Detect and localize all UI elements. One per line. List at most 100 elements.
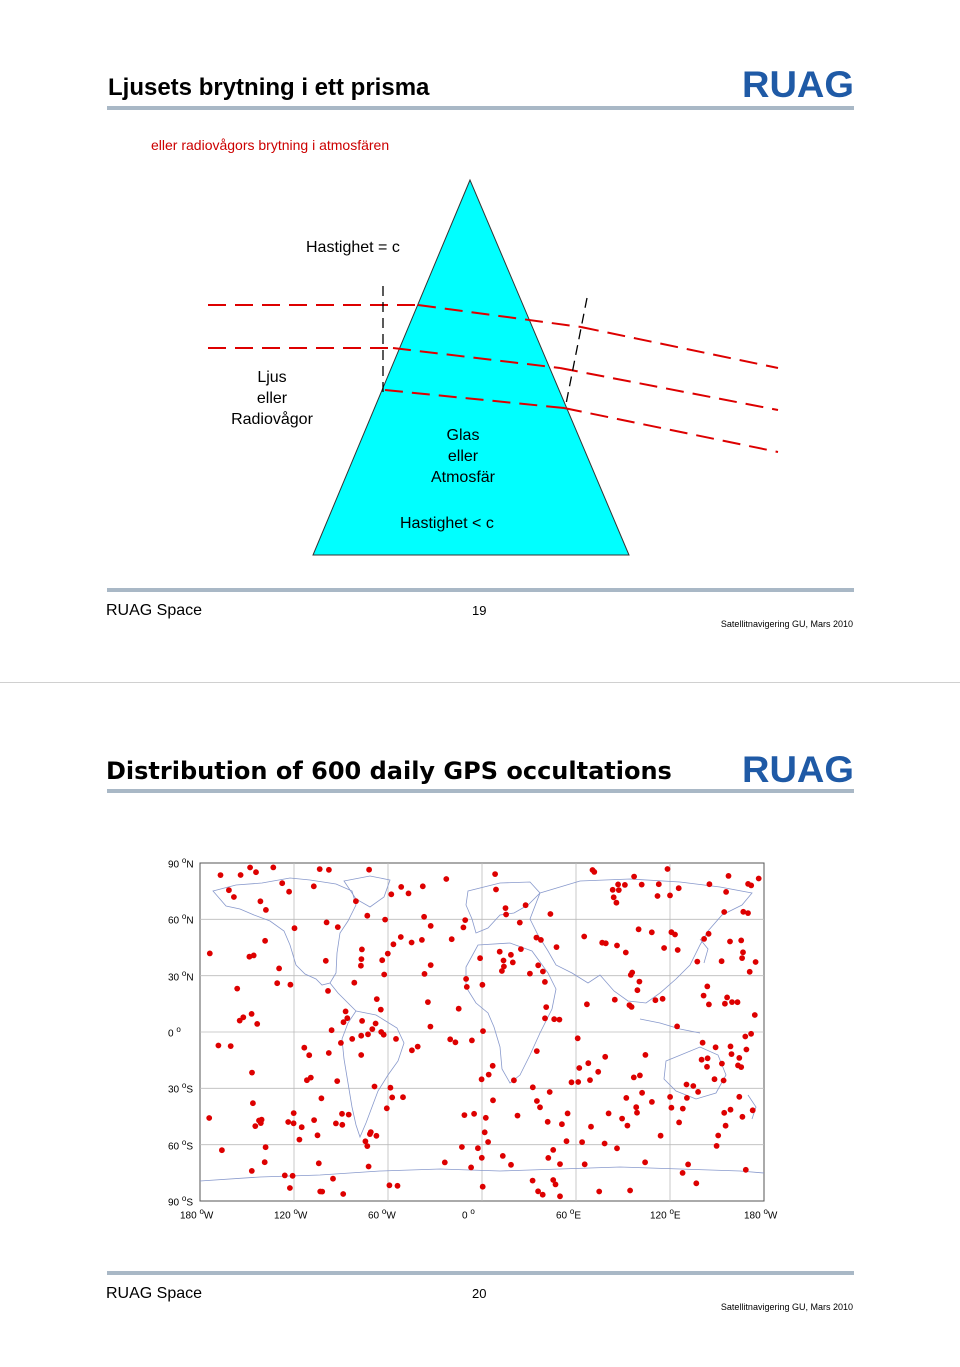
coast-central-america <box>329 982 357 1012</box>
occultation-point <box>544 1118 551 1125</box>
occultation-point <box>342 1008 349 1015</box>
occultation-point <box>721 1109 728 1116</box>
x-tick-label: 60 oW <box>368 1207 396 1221</box>
occultation-point <box>718 958 725 965</box>
occultation-point <box>557 1193 563 1200</box>
occultation-point <box>679 1105 686 1112</box>
occultation-point <box>743 1046 750 1053</box>
occultation-point <box>602 940 609 947</box>
degree-symbol: o <box>293 1207 298 1216</box>
occultation-point <box>543 1004 550 1010</box>
occultation-point <box>421 971 428 977</box>
occultation-point <box>674 947 681 953</box>
occultation-point <box>626 1002 633 1008</box>
x-tick-value: 0 <box>462 1210 471 1222</box>
x-tick-direction: E <box>574 1210 582 1222</box>
occultation-point <box>508 951 514 958</box>
occultation-point <box>323 919 330 926</box>
occultation-point <box>362 1138 369 1145</box>
title-underline <box>107 789 854 793</box>
occultation-point <box>711 1076 718 1083</box>
occultation-point <box>719 1060 725 1067</box>
occultation-point <box>306 1052 313 1059</box>
occultation-point <box>704 1063 710 1070</box>
occultation-point <box>469 1037 475 1044</box>
occultation-point <box>338 1040 344 1046</box>
occultation-point <box>638 881 645 888</box>
occultation-point <box>455 1005 462 1012</box>
light-label: Ljus eller Radiovågor <box>222 367 322 430</box>
occultation-point <box>636 978 643 985</box>
occultation-point <box>542 1015 548 1022</box>
occultation-point <box>252 1123 259 1129</box>
occultation-point <box>281 1172 288 1179</box>
occultation-point <box>372 1020 379 1027</box>
title-underline <box>107 106 854 110</box>
light-label-line2: eller <box>256 390 288 407</box>
coast-japan <box>699 938 709 964</box>
occultation-point <box>419 883 426 890</box>
occultation-point <box>393 1036 399 1042</box>
occultation-point <box>529 1177 536 1184</box>
occultation-point <box>674 1023 680 1030</box>
occultation-point <box>736 1093 743 1100</box>
x-tick-value: 120 <box>650 1210 670 1222</box>
occultation-point <box>285 1119 292 1125</box>
occultation-point <box>557 1161 563 1167</box>
normal-right <box>565 297 588 405</box>
occultation-point <box>322 957 329 964</box>
outgoing-ray-3 <box>563 407 779 453</box>
occultation-point <box>631 873 637 880</box>
occultation-point <box>610 894 617 901</box>
occultation-point <box>705 930 712 937</box>
coast-south-america <box>341 1010 405 1139</box>
occultation-points <box>206 864 762 1200</box>
occultation-point <box>291 925 298 932</box>
occultation-point <box>427 1023 434 1030</box>
footer-course: Satellitnavigering GU, Mars 2010 <box>720 1302 853 1312</box>
occultation-point <box>724 994 730 1001</box>
coast-new-zealand <box>747 1094 757 1120</box>
footer-company: RUAG Space <box>106 602 203 619</box>
occultation-point <box>542 979 548 985</box>
x-tick-direction: W <box>297 1210 308 1222</box>
occultation-point <box>695 1089 701 1095</box>
slide-19: Ljusets brytning i ett prisma RUAG eller… <box>0 0 960 682</box>
occultation-point <box>489 1062 496 1069</box>
occultation-point <box>408 939 415 946</box>
y-tick-label: 30 oS <box>168 1081 193 1095</box>
occultation-point <box>659 995 666 1002</box>
occultation-point <box>551 1016 558 1023</box>
occultation-point <box>478 1154 485 1161</box>
occultation-point <box>527 970 533 977</box>
coast-indonesia <box>639 1018 701 1034</box>
y-tick-direction: N <box>186 859 194 871</box>
occultation-point <box>479 981 486 988</box>
occultation-point <box>727 938 733 945</box>
occultation-point <box>334 1078 341 1084</box>
occultation-point <box>364 1143 371 1149</box>
y-tick-value: 0 <box>168 1028 177 1040</box>
occultation-point <box>723 889 729 895</box>
occultation-point <box>752 959 759 965</box>
occultation-point <box>538 937 544 943</box>
y-tick-value: 30 <box>168 1084 182 1096</box>
occultation-point <box>552 1181 559 1188</box>
occultation-point <box>414 1043 421 1050</box>
occultation-point <box>624 1122 631 1129</box>
occultation-point <box>492 871 498 877</box>
y-tick-label: 0 o <box>168 1025 181 1039</box>
y-tick-label: 60 oS <box>168 1138 193 1152</box>
occultation-point <box>394 1182 401 1189</box>
occultation-point <box>270 864 277 871</box>
occultation-point <box>334 924 341 930</box>
occultation-point <box>287 1185 293 1191</box>
occultation-point <box>667 892 673 899</box>
occultation-point <box>675 885 682 892</box>
occultation-point <box>672 931 678 938</box>
occultation-point <box>588 1123 594 1130</box>
occultation-point <box>425 999 431 1005</box>
occultation-point <box>622 949 629 956</box>
occultation-point <box>619 1115 625 1122</box>
medium-label-line1: Glas <box>446 427 480 444</box>
